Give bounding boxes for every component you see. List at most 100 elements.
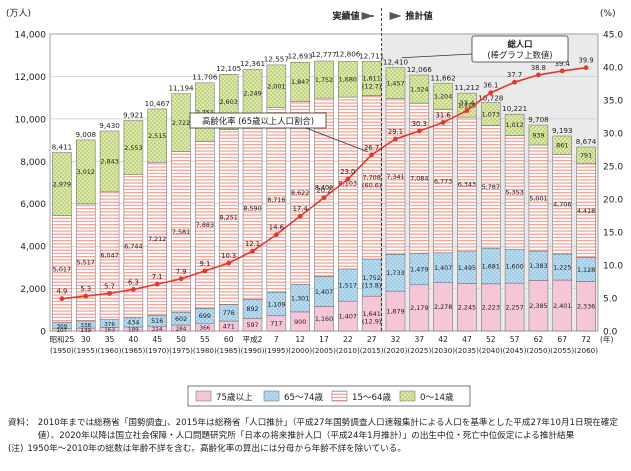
segment-label: 6,744 — [124, 243, 142, 251]
total-label: 11,194 — [168, 84, 194, 93]
segment-label: 2,979 — [53, 180, 71, 188]
segment-label: 2,722 — [172, 119, 190, 127]
aging-rate-point — [512, 79, 518, 85]
legend-box — [187, 385, 471, 407]
segment-label: 366 — [200, 325, 211, 331]
total-label: 12,711 — [359, 51, 384, 60]
segment-label: 861 — [556, 141, 568, 149]
segment-label: 284 — [176, 326, 187, 332]
aging-callout-box — [189, 112, 327, 129]
segment-label: 434 — [127, 319, 139, 327]
segment-label: 1,407 — [339, 312, 357, 320]
bar-segment-0～14歳 — [504, 113, 525, 136]
segment-label: 8,622 — [291, 189, 309, 197]
x-tick-year: (2010) — [336, 346, 360, 355]
segment-label: 2,249 — [243, 90, 261, 98]
bar-segment-0～14歳 — [338, 61, 358, 98]
segment-label: 189 — [128, 327, 139, 333]
total-label: 9,193 — [552, 126, 573, 135]
x-tick-year: (1975) — [169, 346, 193, 355]
bar-segment-0～14歳 — [481, 102, 501, 126]
x-tick-year: (1995) — [264, 346, 288, 355]
aging-rate-point — [416, 128, 422, 134]
segment-label: 1,752 — [315, 76, 333, 84]
segment-label: 1,109 — [267, 300, 285, 308]
segment-label: 516 — [151, 317, 163, 325]
aging-rate-point — [464, 108, 470, 113]
x-tick-year: (1985) — [217, 346, 241, 355]
aging-rate-label: 7.1 — [152, 273, 163, 281]
segment-label: 376 — [104, 322, 115, 328]
y-tick-left: 0 — [40, 328, 46, 338]
segment-label: 338 — [80, 323, 91, 329]
legend-label: 15～64歳 — [352, 391, 391, 403]
aging-rate-point — [130, 287, 136, 292]
x-tick-year: (2020) — [384, 346, 408, 355]
segment-label: 2,401 — [553, 302, 571, 310]
segment-label: 1,324 — [410, 85, 428, 93]
segment-label: 224 — [152, 327, 163, 333]
segment-label: 1,479 — [410, 265, 428, 273]
x-tick-era: 35 — [105, 335, 115, 344]
segment-label: 699 — [199, 312, 211, 320]
y-tick-right: 45.0 — [603, 31, 623, 41]
legend-label: 75歳以上 — [216, 391, 253, 403]
segment-label: 1,600 — [505, 262, 523, 270]
aging-rate-label: 29.1 — [388, 128, 403, 136]
segment-label: 2,843 — [100, 157, 118, 165]
aging-rate-label: 31.6 — [436, 111, 451, 119]
legend-label: 65～74歳 — [284, 391, 323, 403]
total-label: 12,806 — [335, 49, 361, 58]
segment-label: 471 — [223, 322, 235, 330]
x-tick-era: 67 — [557, 335, 567, 344]
aging-rate-point — [393, 136, 398, 142]
aging-callout-text: 高齢化率 (65歳以上人口割合) — [202, 116, 314, 126]
bar-segment-0～14歳 — [409, 74, 430, 104]
bar-segment-0～14歳 — [75, 139, 96, 205]
total-label: 12,105 — [216, 64, 241, 73]
aging-rate-label: 26.7 — [364, 144, 379, 152]
x-tick-year: (1950) — [50, 346, 74, 355]
x-tick-era: 37 — [414, 335, 424, 344]
bar-segment-0～14歳 — [314, 60, 334, 99]
aging-rate-point — [488, 90, 494, 96]
aging-rate-point — [250, 248, 255, 254]
total-label: 12,693 — [288, 52, 313, 61]
y-tick-left: 2,000 — [20, 285, 46, 295]
y-tick-right: 20.0 — [603, 196, 623, 206]
segment-label: 7,708 — [363, 174, 381, 182]
x-tick-year: (1990) — [241, 346, 265, 355]
aging-rate-point — [178, 276, 184, 282]
segment-label: 1,128 — [577, 266, 595, 274]
segment-label: 2,751 — [196, 108, 214, 116]
total-label: 8,411 — [52, 143, 73, 152]
x-tick-year: (1955) — [74, 346, 98, 355]
total-label: 10,221 — [502, 104, 527, 113]
y-tick-right: 25.0 — [603, 163, 623, 173]
bar-segment-0～14歳 — [52, 152, 72, 216]
aging-rate-point — [273, 232, 279, 238]
segment-extra-label: (12.7) — [362, 82, 381, 90]
x-tick-era: 62 — [534, 335, 544, 344]
x-tick-era: 42 — [438, 335, 448, 344]
aging-rate-label: 10.3 — [221, 252, 236, 260]
x-tick-era: 32 — [391, 335, 401, 344]
segment-label: 7,341 — [386, 173, 404, 181]
aging-rate-label: 38.8 — [531, 64, 546, 72]
aging-rate-label: 39.4 — [555, 60, 570, 68]
total-label: 11,662 — [431, 74, 456, 83]
legend-swatch-15～64歳 — [331, 390, 348, 402]
aging-callout-pointer — [305, 127, 368, 153]
segment-label: 1,733 — [386, 269, 404, 277]
bar-segment-0～14歳 — [99, 130, 120, 192]
aging-rate-point — [59, 296, 65, 302]
segment-label: 2,603 — [220, 98, 238, 106]
x-tick-year: (1970) — [145, 346, 169, 355]
segment-label: 1,073 — [482, 110, 500, 118]
segment-label: 1,879 — [386, 307, 404, 315]
x-tick-era: 72 — [581, 335, 591, 344]
segment-label: 1,680 — [339, 76, 357, 84]
legend-swatch-75歳以上 — [195, 390, 212, 402]
aging-rate-label: 5.7 — [104, 282, 115, 290]
x-tick-year: (2055) — [550, 346, 574, 355]
